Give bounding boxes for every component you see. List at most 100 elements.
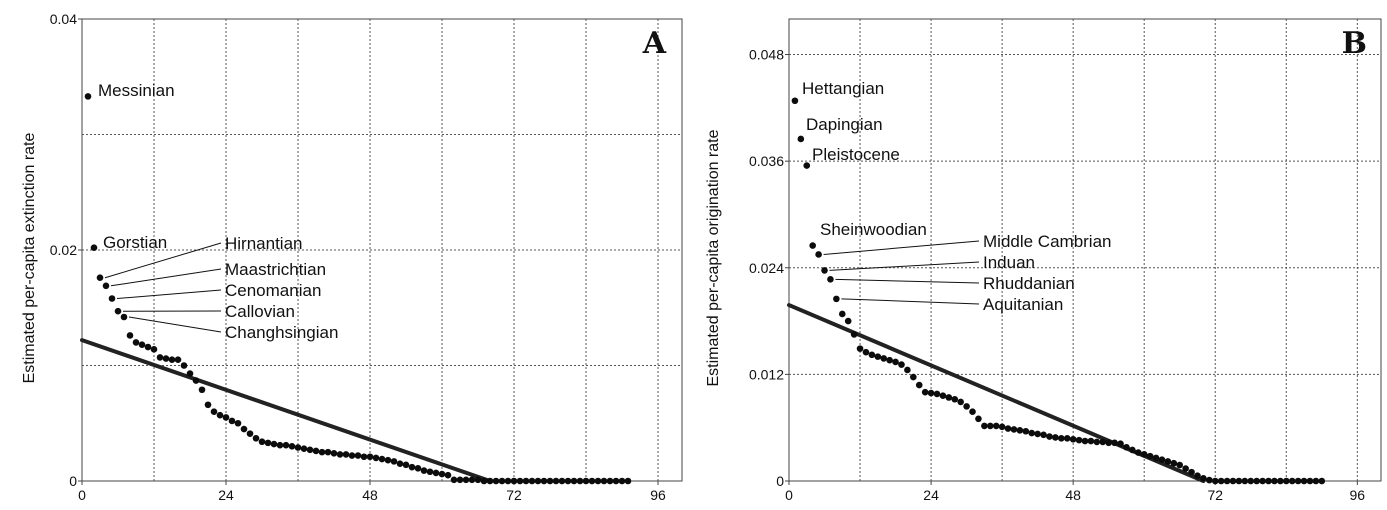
data-point [594, 477, 602, 485]
annotation-label: Sheinwoodian [820, 220, 927, 239]
data-point [474, 476, 482, 484]
data-point [797, 135, 805, 143]
panel-a-extinction-chart: 0 24 48 72 96 0 0.02 0.04 Estimated per-capita e… [21, 11, 683, 503]
data-point [1277, 477, 1284, 485]
y-tick-label: 0.036 [749, 153, 784, 169]
data-point [939, 392, 947, 400]
y-tick-label: 0 [776, 473, 784, 489]
data-point [372, 454, 380, 462]
annotation-leader-line [841, 298, 980, 305]
annotation-label: Maastrichtian [225, 260, 326, 279]
data-point [1188, 468, 1195, 476]
data-point [426, 468, 434, 476]
data-point [624, 477, 632, 485]
annotation-leader-line [116, 289, 222, 300]
x-tick-label: 0 [78, 487, 86, 503]
data-point [1052, 434, 1059, 441]
x-tick-label: 72 [1207, 487, 1223, 503]
data-point [815, 251, 822, 258]
data-point [330, 449, 338, 457]
data-point [546, 477, 554, 485]
y-tick-label: 0.024 [749, 260, 784, 276]
data-point [921, 388, 929, 396]
annotation-label: Dapingian [806, 115, 883, 134]
data-point [981, 422, 988, 430]
data-point [162, 355, 170, 362]
data-point [396, 460, 404, 467]
data-point [1016, 427, 1024, 434]
data-point [1306, 477, 1314, 485]
data-point [933, 390, 941, 398]
panel-b-origination-chart: 0 24 48 72 96 0 0.012 0.024 0.036 0.048 Estimated … [705, 18, 1382, 503]
data-point [1300, 477, 1308, 485]
data-point [862, 348, 870, 356]
data-point [234, 419, 242, 427]
data-point [1235, 477, 1243, 485]
data-point [612, 477, 620, 485]
data-point [1241, 477, 1249, 485]
data-point [957, 398, 964, 406]
data-point [1294, 477, 1302, 485]
data-point [892, 358, 899, 366]
data-point [402, 461, 410, 469]
data-point [1028, 429, 1036, 437]
data-point [528, 477, 536, 485]
x-tick-label: 48 [1065, 487, 1081, 503]
data-point [186, 370, 194, 377]
data-point [827, 276, 834, 283]
data-point [450, 476, 458, 484]
x-tick-label: 24 [923, 487, 939, 503]
data-point [468, 476, 476, 484]
data-point [1217, 477, 1225, 485]
data-point [510, 477, 518, 485]
data-point [174, 356, 182, 364]
data-point [1176, 461, 1184, 469]
data-point [414, 464, 422, 472]
data-point [312, 447, 320, 455]
data-point [856, 345, 864, 352]
data-point [240, 425, 248, 433]
data-point [216, 411, 224, 419]
data-point [1158, 456, 1166, 463]
data-point [821, 267, 828, 274]
data-point [1206, 476, 1213, 484]
data-point [1312, 477, 1320, 485]
data-point [366, 453, 374, 461]
data-point [198, 386, 206, 394]
data-point [850, 331, 858, 338]
data-point [492, 477, 500, 485]
data-point [992, 422, 1000, 430]
data-point [210, 408, 218, 416]
data-point [1164, 458, 1172, 465]
regression-line [80, 338, 492, 483]
x-tick-label: 96 [1350, 487, 1366, 503]
data-point [986, 422, 994, 430]
data-point [886, 356, 893, 364]
y-tick-label: 0 [69, 473, 77, 489]
data-point [1105, 439, 1112, 447]
y-axis-label: Estimated per-capita extinction rate [21, 133, 38, 384]
data-point [1140, 451, 1148, 458]
data-point [1134, 449, 1142, 456]
data-point [90, 244, 98, 251]
data-point [1058, 435, 1065, 442]
data-point [480, 477, 488, 485]
data-point [540, 477, 548, 485]
data-point [354, 452, 362, 459]
data-point [384, 456, 392, 464]
annotation-label: Aquitanian [983, 295, 1063, 314]
data-point [1194, 472, 1201, 479]
data-point [833, 295, 840, 303]
data-point [910, 373, 917, 381]
data-point [1318, 477, 1326, 485]
y-tick-label: 0.048 [749, 47, 784, 63]
data-point [618, 477, 626, 485]
data-point [168, 356, 176, 364]
data-point [570, 477, 578, 485]
data-point [1265, 477, 1272, 485]
data-point [246, 430, 254, 437]
data-point [432, 469, 440, 477]
data-point [951, 395, 959, 403]
annotation-leader-line [128, 316, 222, 333]
y-axis-label: Estimated per-capita origination rate [705, 129, 722, 386]
